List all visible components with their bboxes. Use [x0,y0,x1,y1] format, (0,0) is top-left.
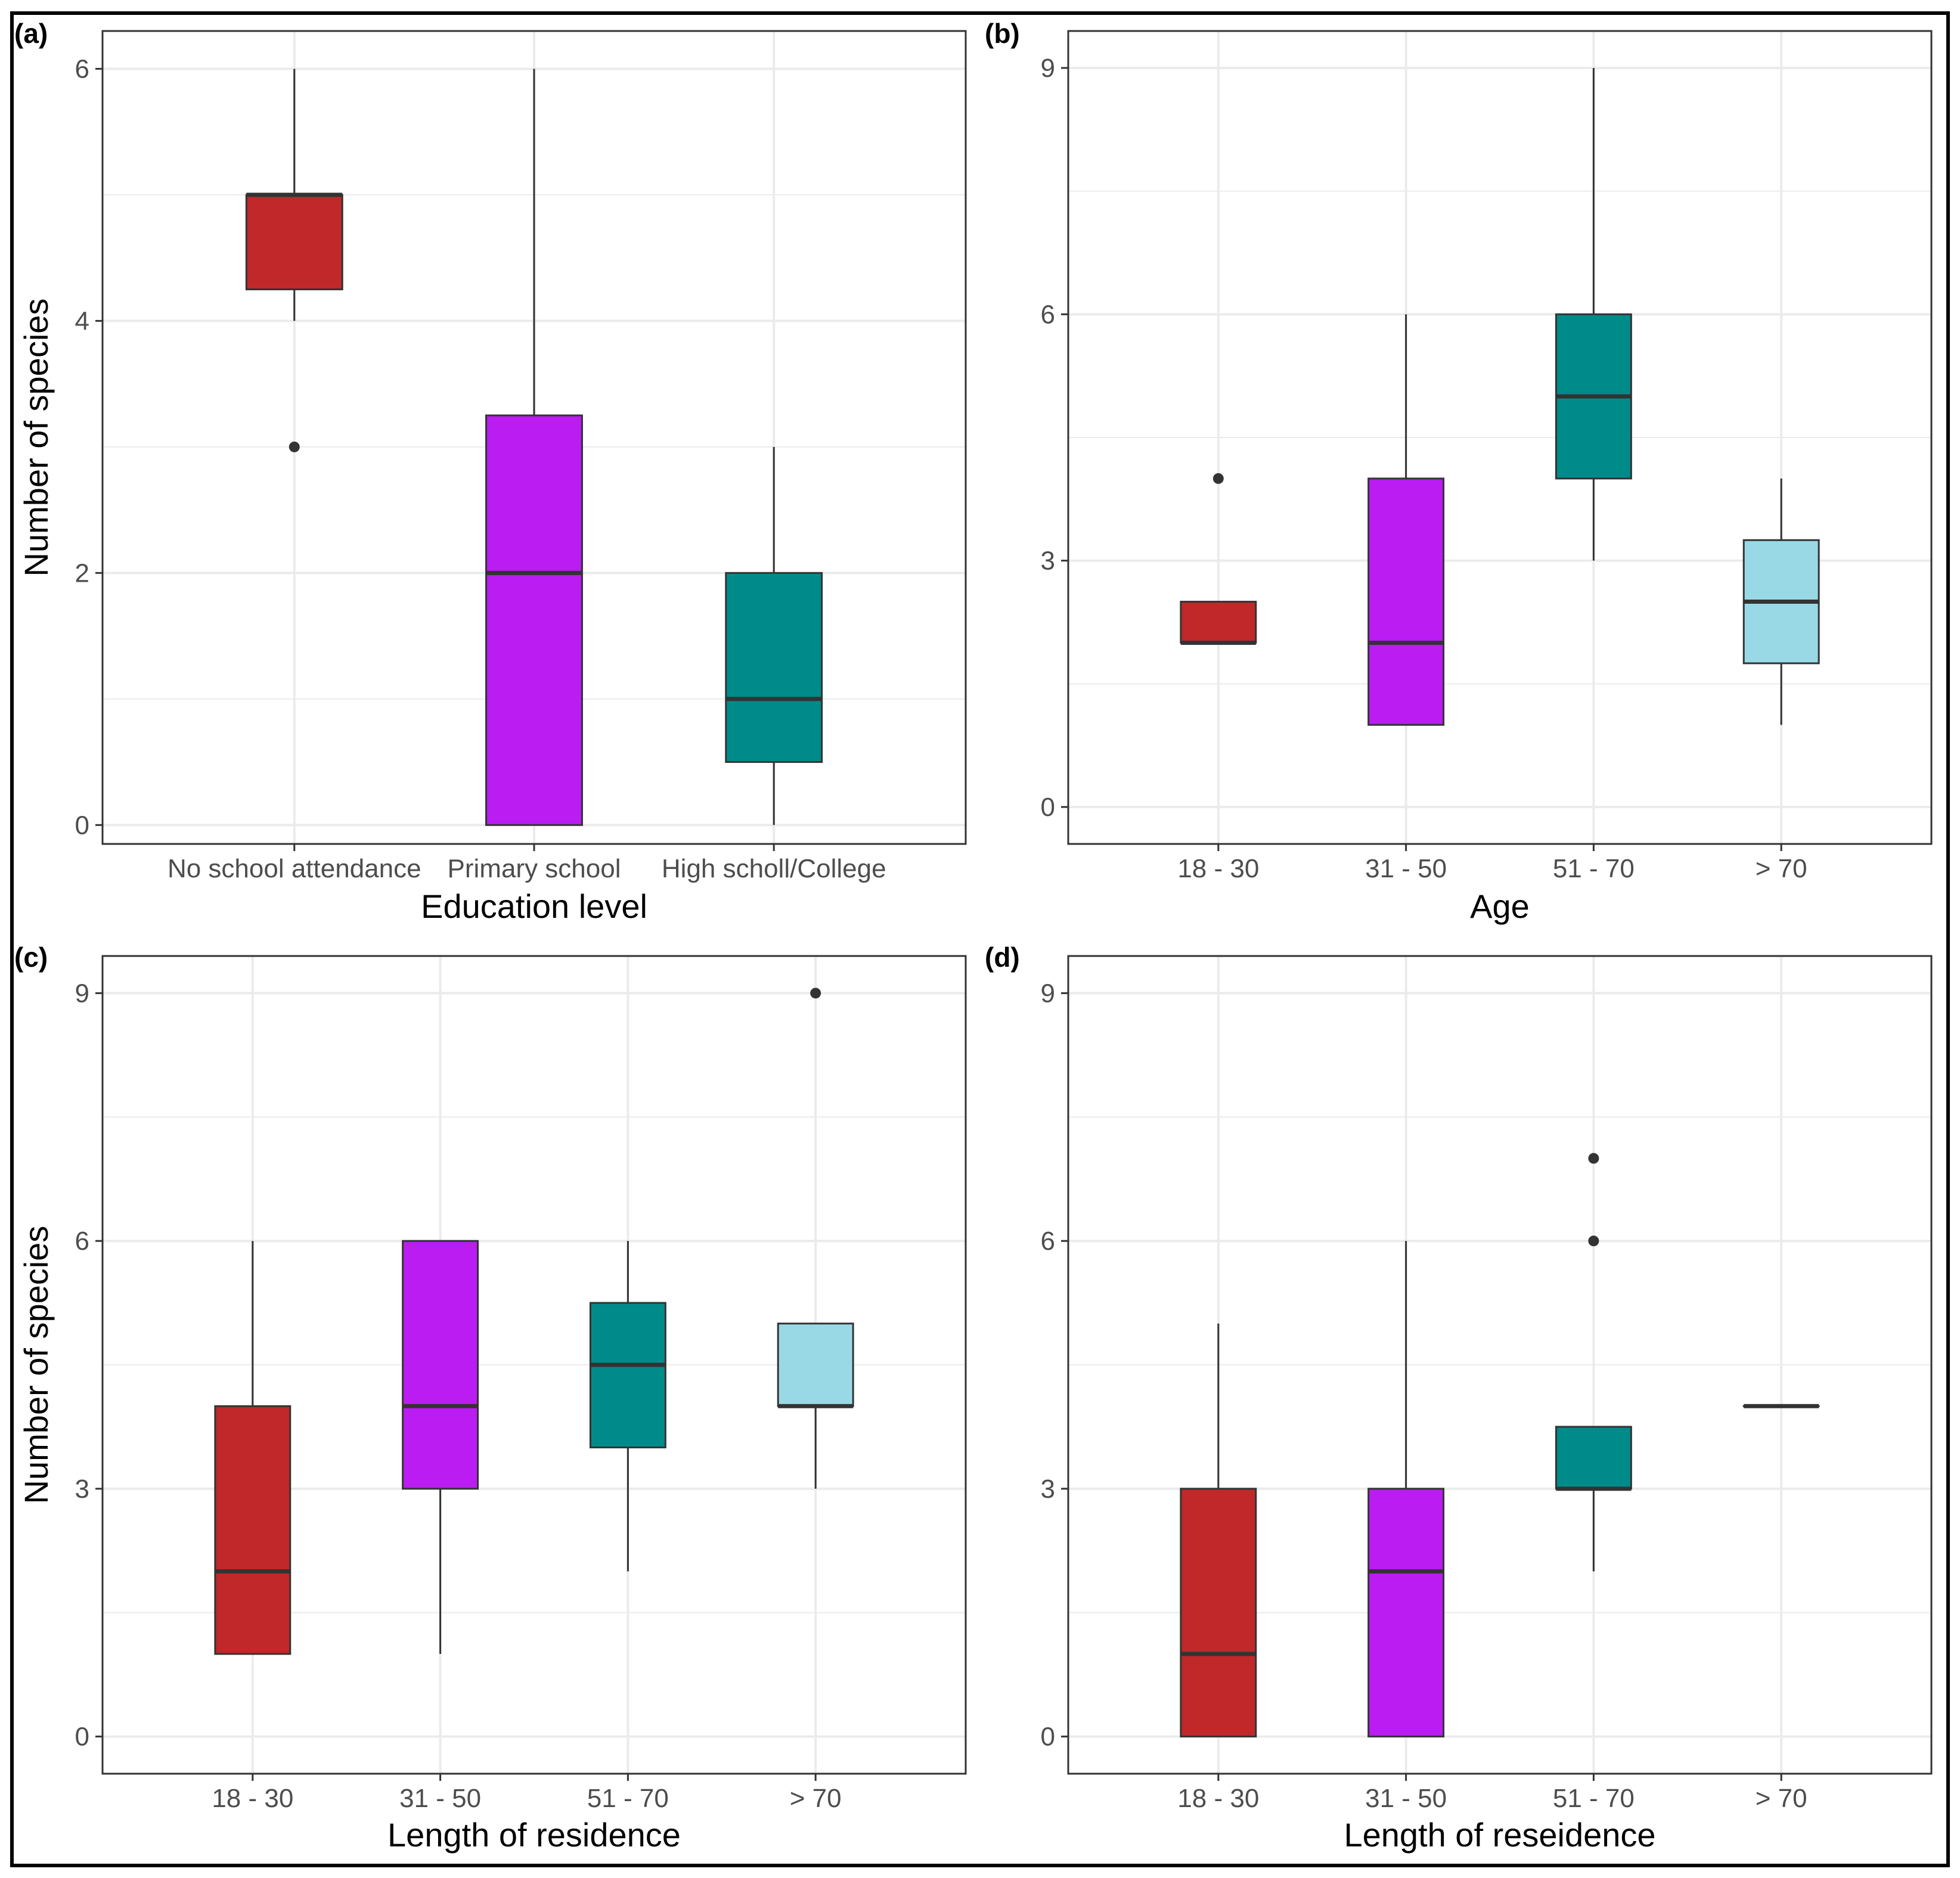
y-tick-label: 4 [75,306,89,336]
x-tick-label: > 70 [1756,854,1807,883]
x-tick-label: > 70 [1756,1784,1807,1813]
x-tick-label: 31 - 50 [1365,1784,1447,1813]
box-body [214,1405,291,1655]
y-tick-label: 3 [1041,547,1055,576]
x-axis-title: Age [1470,887,1530,925]
x-tick-label: Primary school [448,854,621,883]
panels: 0 2 4 6 No school attendance Primary school Hi… [14,18,1933,1854]
x-axis-title: Length of residence [387,1816,681,1854]
outlier-point [810,988,821,999]
x-tick-label: 31 - 50 [399,1784,481,1813]
box-body [589,1302,666,1449]
box-51-70 [1555,1153,1632,1572]
y-tick-label: 3 [1041,1475,1055,1504]
outlier-point [289,441,300,452]
outlier-point [1212,473,1224,484]
panel-label: (a) [14,18,48,49]
figure-outer-border [10,11,1950,1867]
box-body [725,572,823,763]
y-tick-label: 0 [75,1722,89,1752]
box-18-30 [214,1241,291,1655]
box--70 [1742,478,1820,725]
y-tick-label: 9 [75,979,89,1008]
x-tick-label: 51 - 70 [587,1784,669,1813]
y-axis-title: Number of species [17,1226,55,1504]
y-tick-label: 9 [1041,54,1055,83]
box-body [1367,477,1445,726]
panel-4: 0 3 6 9 18 - 30 31 - 50 51 - 70 > 70 (d) Length o… [985,942,1933,1854]
y-tick-label: 0 [1041,1722,1055,1752]
y-tick-label: 9 [1041,979,1055,1008]
x-tick-label: > 70 [790,1784,842,1813]
x-tick-label: 31 - 50 [1365,854,1447,883]
x-tick-label: 18 - 30 [212,1784,293,1813]
box-51-70 [1555,68,1632,561]
y-tick-label: 2 [75,558,89,588]
x-axis-title: Length of reseidence [1344,1816,1655,1854]
panel-label: (b) [985,18,1020,49]
box-18-30 [1180,1323,1257,1738]
box-51-70 [589,1241,666,1572]
box-body [777,1323,854,1407]
box-31-50 [1367,1241,1445,1738]
box-body [1555,1426,1632,1490]
y-tick-label: 6 [75,54,89,83]
panel-label: (c) [14,942,48,973]
x-tick-label: High scholl/College [662,854,886,883]
x-tick-label: 51 - 70 [1553,1784,1635,1813]
box--70 [777,988,854,1489]
outlier-point [1588,1153,1599,1164]
x-tick-label: 18 - 30 [1177,1784,1259,1813]
x-tick-label: 51 - 70 [1553,854,1635,883]
outlier-point [1588,1236,1599,1247]
y-tick-label: 6 [1041,300,1055,329]
box-body [1367,1488,1445,1738]
panel-2: 0 3 6 9 18 - 30 31 - 50 51 - 70 > 70 (b) Age [985,18,1933,925]
plot-border [101,955,967,1775]
box-body [1180,601,1257,644]
x-axis-title: Education level [421,887,647,925]
box-31-50 [1367,314,1445,726]
y-tick-label: 6 [1041,1227,1055,1256]
y-tick-label: 0 [75,811,89,840]
box-body [485,414,583,826]
y-tick-label: 3 [75,1475,89,1504]
y-tick-label: 6 [75,1227,89,1256]
box-body [402,1240,479,1490]
y-tick-label: 0 [1041,793,1055,822]
x-tick-label: 18 - 30 [1177,854,1259,883]
box-high-scholl-college [725,446,823,825]
box-no-school-attendance [245,69,343,452]
y-axis-title: Number of species [17,299,55,577]
box-body [1180,1488,1257,1738]
panel-3: 0 3 6 9 18 - 30 31 - 50 51 - 70 > 70 (c) Length o… [14,942,967,1854]
plot-border [1067,30,1933,845]
plot-border [101,30,967,845]
box-body [245,194,343,291]
box-31-50 [402,1240,479,1654]
x-tick-label: No school attendance [168,854,421,883]
box-primary-school [485,69,583,826]
panel-label: (d) [985,942,1020,973]
box-18-30 [1180,473,1257,645]
panel-1: 0 2 4 6 No school attendance Primary school Hi… [14,18,967,925]
plot-border [1067,955,1933,1775]
